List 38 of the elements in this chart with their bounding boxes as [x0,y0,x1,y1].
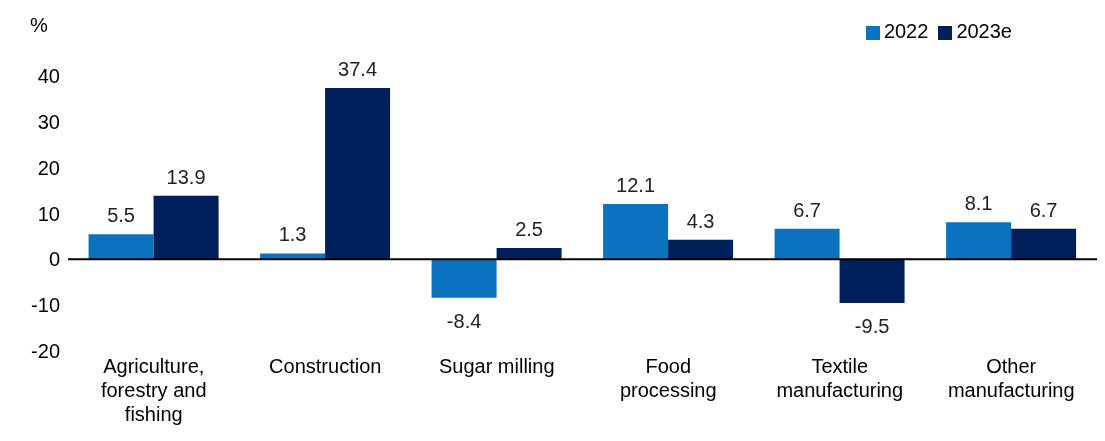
y-tick-label: 20 [37,156,60,179]
data-label: 13.9 [166,165,206,188]
x-tick-label: Other manufacturing [947,355,1075,401]
y-tick-label: 30 [37,110,60,133]
bar [668,239,734,260]
data-label: 8.1 [964,192,993,215]
bar [1011,228,1077,260]
y-tick-label: 10 [37,202,60,225]
y-axis-title: % [30,14,48,37]
data-label: 6.7 [793,198,821,221]
legend-label: 2022 [883,20,929,42]
x-tick-label: Agriculture, forestry and fishing [100,355,207,425]
y-tick-label: -20 [31,340,60,363]
data-label: 4.3 [686,209,715,232]
bar [431,259,497,298]
bar [774,228,840,260]
data-label: 37.4 [338,57,378,80]
bar [603,203,669,260]
bar [153,195,219,260]
x-tick-label: Textile manufacturing [776,355,904,401]
data-label: 12.1 [616,173,656,196]
y-tick-label: -10 [31,294,60,317]
data-label: -8.4 [446,309,482,332]
x-tick-label: Construction [269,355,382,377]
data-label: 6.7 [1029,198,1058,221]
bar [325,87,391,260]
data-label: 5.5 [107,204,135,227]
bar [88,234,154,260]
bar [946,222,1012,260]
legend-label: 2023e [956,20,1012,42]
y-tick-label: 40 [37,65,60,88]
bar [839,259,905,303]
x-tick-label: Food processing [619,355,717,401]
y-tick-label: 0 [48,248,60,271]
x-tick-label: Sugar milling [438,355,555,377]
data-label: -9.5 [854,314,890,337]
data-label: 1.3 [278,223,307,246]
data-label: 2.5 [515,217,543,240]
